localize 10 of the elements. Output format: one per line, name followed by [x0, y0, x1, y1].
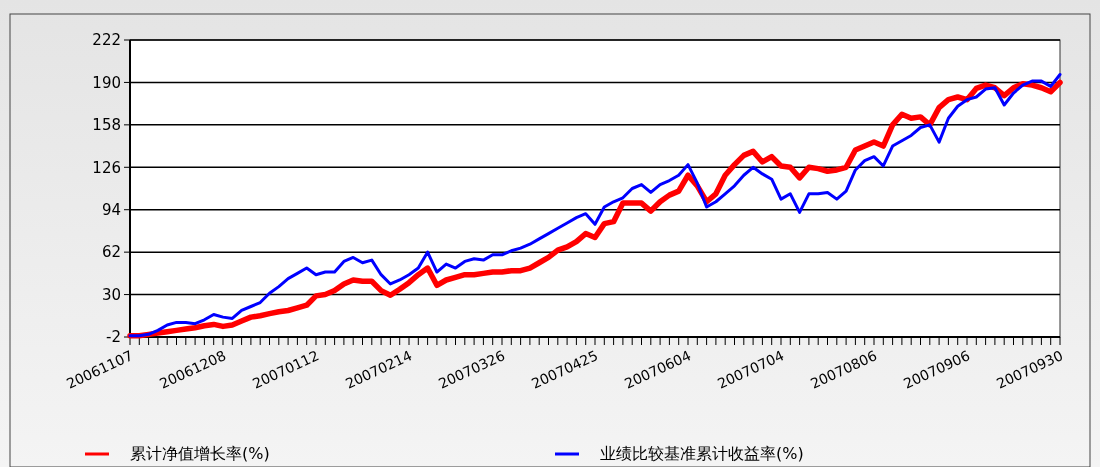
legend-label: 累计净值增长率(%) [130, 444, 270, 463]
y-tick-label: 30 [101, 285, 121, 304]
y-tick-label: -2 [106, 328, 121, 347]
y-tick-label: 158 [92, 116, 121, 135]
y-tick-label: 222 [92, 31, 121, 50]
y-tick-label: 62 [101, 243, 121, 262]
y-tick-label: 126 [92, 158, 121, 177]
y-tick-label: 94 [101, 200, 121, 219]
legend-label: 业绩比较基准累计收益率(%) [600, 444, 804, 463]
y-tick-label: 190 [92, 73, 121, 92]
